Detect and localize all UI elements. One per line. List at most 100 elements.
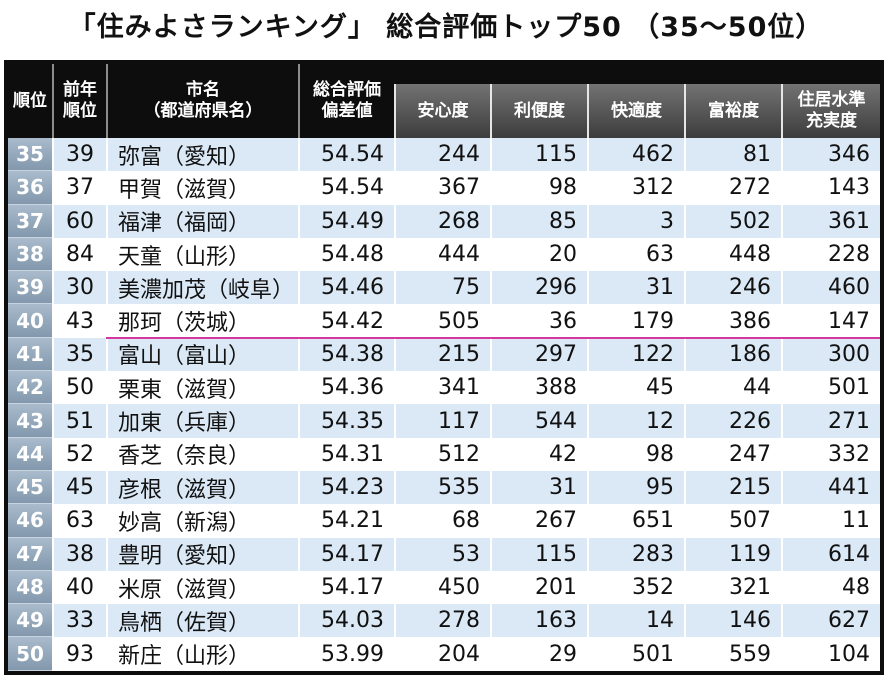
city-cell: 美濃加茂（岐阜） <box>106 271 298 305</box>
kaiteki-cell: 14 <box>587 604 684 638</box>
table-row: 42 50 栗東（滋賀） 54.36 341 388 45 44 501 <box>8 371 880 405</box>
anshin-cell: 75 <box>394 271 490 305</box>
jukyo-cell: 460 <box>781 271 880 305</box>
score-cell: 54.54 <box>298 138 394 172</box>
kaiteki-cell: 122 <box>587 337 684 372</box>
table-row: 43 51 加東（兵庫） 54.35 117 544 12 226 271 <box>8 404 880 438</box>
fuyu-cell: 386 <box>684 304 781 338</box>
rank-cell: 49 <box>8 604 52 638</box>
city-cell: 甲賀（滋賀） <box>106 171 298 205</box>
anshin-cell: 244 <box>394 138 490 172</box>
table-row: 35 39 弥富（愛知） 54.54 244 115 462 81 346 <box>8 138 880 172</box>
fuyu-cell: 247 <box>684 437 781 471</box>
fuyu-cell: 226 <box>684 404 781 438</box>
benri-cell: 115 <box>490 138 587 172</box>
prev-rank-cell: 93 <box>52 637 106 671</box>
table-row: 49 33 鳥栖（佐賀） 54.03 278 163 14 146 627 <box>8 604 880 638</box>
city-cell: 彦根（滋賀） <box>106 470 298 505</box>
benri-cell: 388 <box>490 371 587 405</box>
jukyo-cell: 441 <box>781 470 880 505</box>
city-cell: 妙高（新潟） <box>106 504 298 538</box>
benri-cell: 296 <box>490 271 587 305</box>
header-score: 総合評価 偏差値 <box>298 64 394 138</box>
kaiteki-cell: 312 <box>587 171 684 205</box>
benri-cell: 36 <box>490 304 587 338</box>
header-strip <box>394 64 880 84</box>
score-cell: 54.36 <box>298 371 394 405</box>
score-cell: 54.17 <box>298 570 394 605</box>
kaiteki-cell: 63 <box>587 237 684 272</box>
jukyo-cell: 11 <box>781 504 880 538</box>
prev-rank-cell: 50 <box>52 371 106 405</box>
score-cell: 54.21 <box>298 504 394 538</box>
anshin-cell: 512 <box>394 437 490 471</box>
kaiteki-cell: 651 <box>587 504 684 538</box>
jukyo-cell: 627 <box>781 604 880 638</box>
rank-cell: 38 <box>8 237 52 272</box>
prev-rank-cell: 38 <box>52 537 106 571</box>
jukyo-cell: 228 <box>781 237 880 272</box>
fuyu-cell: 146 <box>684 604 781 638</box>
header-prev-rank: 前年 順位 <box>52 64 106 138</box>
city-cell: 豊明（愛知） <box>106 537 298 571</box>
table-row: 44 52 香芝（奈良） 54.31 512 42 98 247 332 <box>8 437 880 471</box>
prev-rank-cell: 51 <box>52 404 106 438</box>
kaiteki-cell: 31 <box>587 271 684 305</box>
prev-rank-cell: 33 <box>52 604 106 638</box>
score-cell: 53.99 <box>298 637 394 671</box>
benri-cell: 115 <box>490 537 587 571</box>
city-cell: 新庄（山形） <box>106 637 298 671</box>
score-cell: 54.49 <box>298 204 394 238</box>
kaiteki-cell: 3 <box>587 204 684 238</box>
header-jukyo: 住居水準 充実度 <box>781 84 880 138</box>
jukyo-cell: 300 <box>781 337 880 372</box>
prev-rank-cell: 84 <box>52 237 106 272</box>
prev-rank-cell: 52 <box>52 437 106 471</box>
kaiteki-cell: 283 <box>587 537 684 571</box>
table-row: 47 38 豊明（愛知） 54.17 53 115 283 119 614 <box>8 537 880 571</box>
kaiteki-cell: 462 <box>587 138 684 172</box>
benri-cell: 163 <box>490 604 587 638</box>
table-row: 36 37 甲賀（滋賀） 54.54 367 98 312 272 143 <box>8 171 880 205</box>
jukyo-cell: 271 <box>781 404 880 438</box>
fuyu-cell: 81 <box>684 138 781 172</box>
prev-rank-cell: 63 <box>52 504 106 538</box>
rank-cell: 36 <box>8 171 52 205</box>
fuyu-cell: 246 <box>684 271 781 305</box>
kaiteki-cell: 98 <box>587 437 684 471</box>
prev-rank-cell: 35 <box>52 337 106 372</box>
score-cell: 54.23 <box>298 470 394 505</box>
anshin-cell: 68 <box>394 504 490 538</box>
city-cell: 香芝（奈良） <box>106 437 298 471</box>
page-title: 「住みよさランキング」 総合評価トップ50 （35～50位） <box>68 12 824 43</box>
header-kaiteki: 快適度 <box>587 84 684 138</box>
table-row: 45 45 彦根（滋賀） 54.23 535 31 95 215 441 <box>8 470 880 505</box>
city-cell: 那珂（茨城） <box>106 304 298 338</box>
rank-cell: 46 <box>8 504 52 538</box>
score-cell: 54.38 <box>298 337 394 372</box>
table-row: 38 84 天童（山形） 54.48 444 20 63 448 228 <box>8 237 880 272</box>
fuyu-cell: 44 <box>684 371 781 405</box>
kaiteki-cell: 12 <box>587 404 684 438</box>
benri-cell: 29 <box>490 637 587 671</box>
score-cell: 54.03 <box>298 604 394 638</box>
jukyo-cell: 346 <box>781 138 880 172</box>
anshin-cell: 117 <box>394 404 490 438</box>
table-row: 41 35 富山（富山） 54.38 215 297 122 186 300 <box>8 337 880 372</box>
highlight-divider-line <box>106 336 880 339</box>
jukyo-cell: 143 <box>781 171 880 205</box>
city-cell: 福津（福岡） <box>106 204 298 238</box>
score-cell: 54.54 <box>298 171 394 205</box>
rank-cell: 43 <box>8 404 52 438</box>
city-cell: 鳥栖（佐賀） <box>106 604 298 638</box>
jukyo-cell: 104 <box>781 637 880 671</box>
kaiteki-cell: 179 <box>587 304 684 338</box>
table-row: 40 43 那珂（茨城） 54.42 505 36 179 386 147 <box>8 304 880 339</box>
prev-rank-cell: 30 <box>52 271 106 305</box>
anshin-cell: 450 <box>394 570 490 605</box>
fuyu-cell: 272 <box>684 171 781 205</box>
jukyo-cell: 501 <box>781 371 880 405</box>
city-cell: 天童（山形） <box>106 237 298 272</box>
header-city: 市名 （都道府県名） <box>106 64 298 138</box>
anshin-cell: 268 <box>394 204 490 238</box>
